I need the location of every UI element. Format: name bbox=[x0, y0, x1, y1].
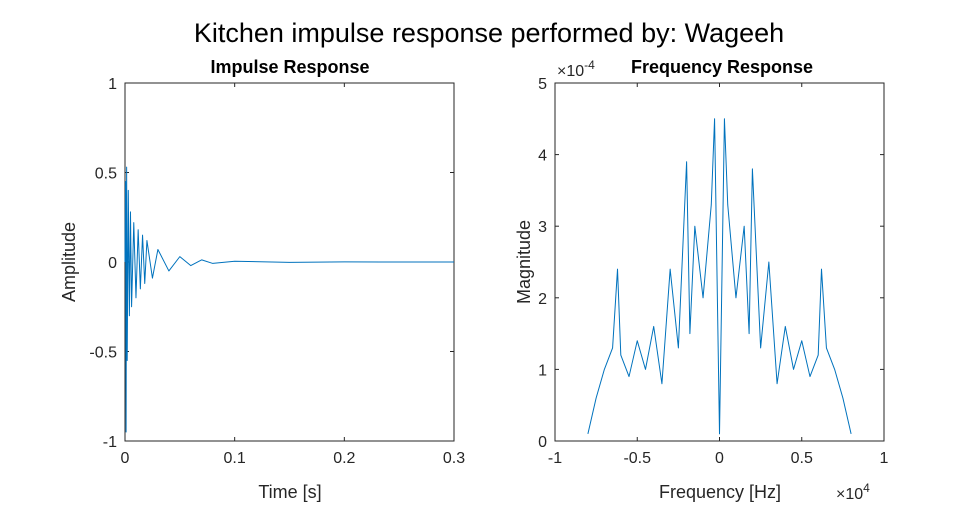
impulse-ytick-label: 0.5 bbox=[95, 166, 117, 183]
frequency-ytick-label: 4 bbox=[538, 148, 547, 165]
impulse-xtick-label: 0.2 bbox=[333, 450, 355, 467]
frequency-xtick-label: -0.5 bbox=[623, 450, 651, 467]
y-exponent: -4 bbox=[584, 58, 595, 72]
impulse-ytick-label: -1 bbox=[103, 434, 117, 451]
frequency-x-exponent-label: ×104 bbox=[836, 481, 870, 503]
frequency-ytick-label: 1 bbox=[538, 362, 547, 379]
frequency-y-axis-label: Magnitude bbox=[514, 220, 534, 304]
impulse-y-axis-label: Amplitude bbox=[59, 222, 79, 302]
impulse-ytick-label: -0.5 bbox=[89, 345, 117, 362]
x-multiplier: ×10 bbox=[836, 486, 863, 503]
impulse-series-line bbox=[124, 166, 454, 433]
frequency-ticks: -1 -0.5 0 0.5 1 0 1 2 3 4 5 bbox=[538, 76, 888, 467]
frequency-xtick-label: 1 bbox=[880, 450, 889, 467]
figure-title: Kitchen impulse response performed by: W… bbox=[194, 18, 784, 48]
frequency-ytick-label: 3 bbox=[538, 219, 547, 236]
impulse-response-chart: Impulse Response Time [s] Amplitude 0 0.1… bbox=[59, 57, 465, 502]
impulse-ytick-label: 0 bbox=[108, 255, 117, 272]
impulse-ytick-label: 1 bbox=[108, 76, 117, 93]
frequency-xtick-label: -1 bbox=[548, 450, 562, 467]
impulse-series bbox=[124, 166, 454, 433]
impulse-ticks: 0 0.1 0.2 0.3 -1 -0.5 0 0.5 1 bbox=[89, 76, 465, 467]
frequency-series-line bbox=[587, 118, 852, 435]
impulse-xtick-label: 0.1 bbox=[224, 450, 246, 467]
frequency-xtick-label: 0 bbox=[715, 450, 724, 467]
frequency-axes-box bbox=[554, 82, 885, 442]
frequency-y-exponent-label: ×10-4 bbox=[557, 58, 595, 80]
frequency-response-chart: Frequency Response Frequency [Hz] Magnit… bbox=[514, 57, 889, 503]
frequency-series bbox=[587, 118, 852, 435]
frequency-chart-title: Frequency Response bbox=[631, 57, 813, 77]
impulse-chart-title: Impulse Response bbox=[210, 57, 369, 77]
y-multiplier: ×10 bbox=[557, 63, 584, 80]
frequency-xtick-label: 0.5 bbox=[791, 450, 813, 467]
frequency-x-axis-label: Frequency [Hz] bbox=[659, 482, 781, 502]
frequency-ytick-label: 0 bbox=[538, 434, 547, 451]
impulse-x-axis-label: Time [s] bbox=[258, 482, 321, 502]
impulse-xtick-label: 0.3 bbox=[443, 450, 465, 467]
frequency-ytick-label: 5 bbox=[538, 76, 547, 93]
x-exponent: 4 bbox=[863, 481, 870, 495]
frequency-ytick-label: 2 bbox=[538, 291, 547, 308]
impulse-xtick-label: 0 bbox=[121, 450, 130, 467]
